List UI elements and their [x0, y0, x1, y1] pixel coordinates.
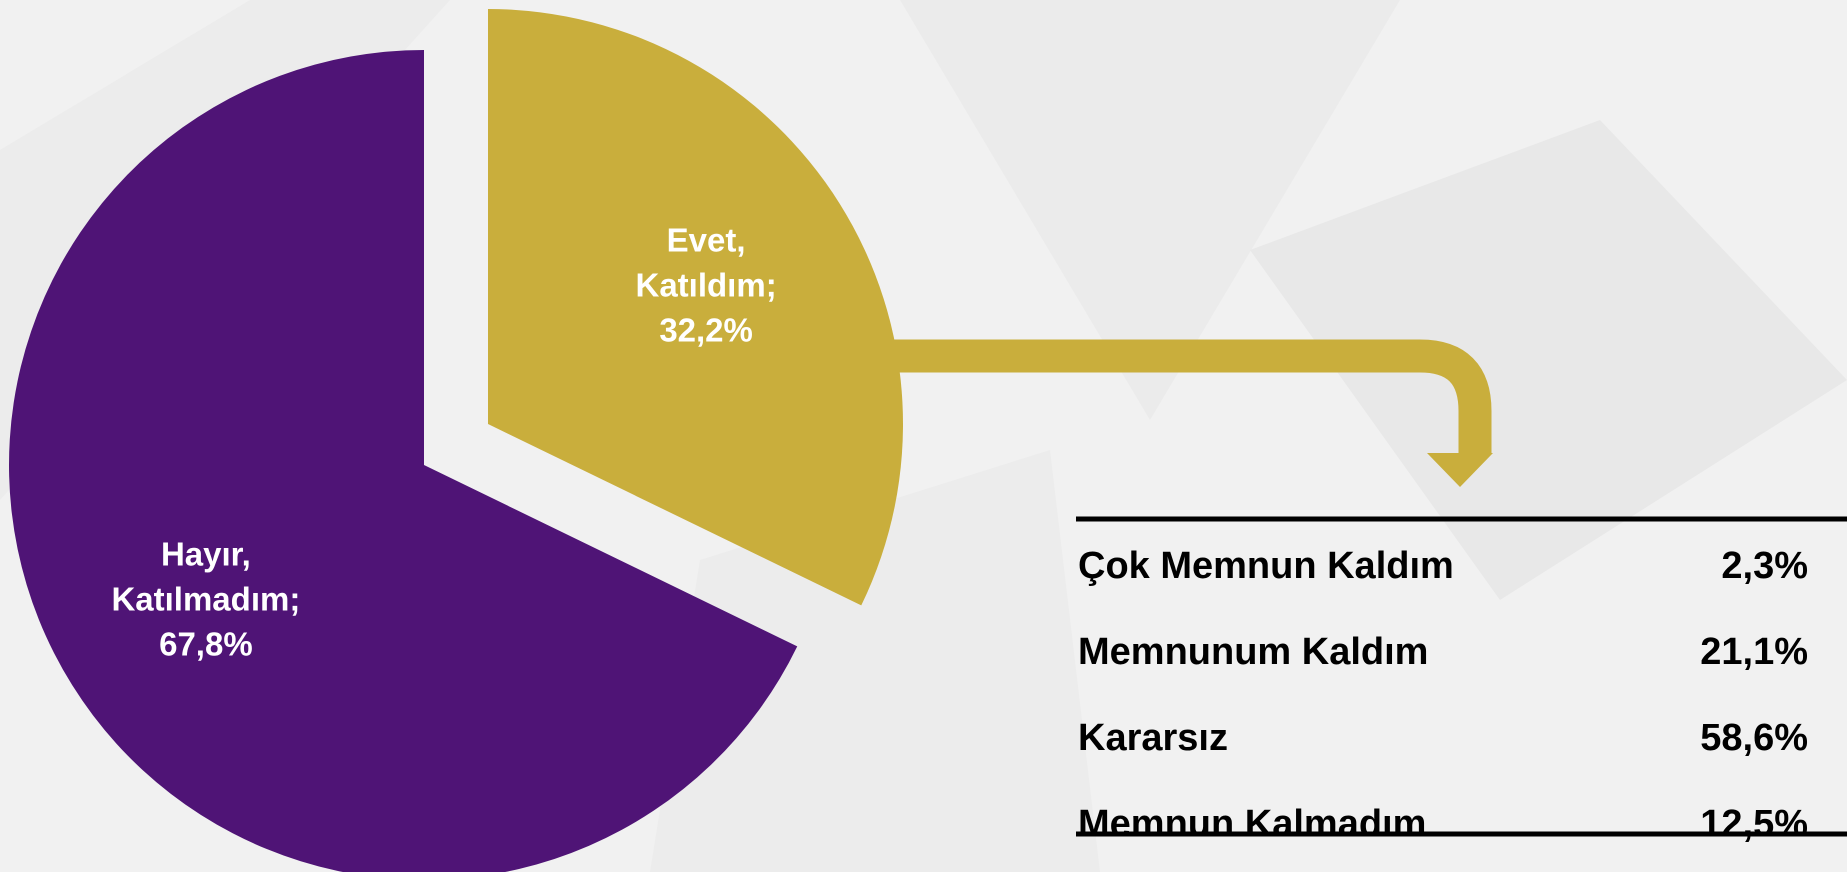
pie-slice — [488, 9, 903, 606]
slice-label-separator: ; — [766, 266, 777, 303]
slice-label: Hayır, Katılmadım; 67,8% — [111, 535, 300, 662]
row-label: Çok Memnun Kaldım — [1078, 545, 1454, 587]
pie-slice — [9, 50, 798, 872]
row-label: Kararsız — [1078, 717, 1228, 759]
arrow-band — [880, 339, 1492, 453]
background-shape — [1250, 120, 1847, 600]
slice-label-name: Hayır, — [161, 535, 251, 572]
pie: Evet, Katıldım; 32,2% Hayır, Katılmadım; 67,8… — [9, 9, 903, 872]
row-value: 21,1% — [1700, 631, 1808, 673]
row-value: 58,6% — [1700, 717, 1808, 759]
slice-label: Evet, Katıldım; 32,2% — [636, 221, 777, 348]
slice-label-name: Katıldım — [636, 266, 766, 303]
slice-label-value: 32,2% — [659, 311, 753, 348]
slice-label-name: Katılmadım — [111, 580, 289, 617]
row-value: 2,3% — [1721, 545, 1808, 587]
slice-label-value: 67,8% — [159, 625, 253, 662]
arrow-head — [1427, 453, 1493, 487]
row-label: Memnunum Kaldım — [1078, 631, 1428, 673]
connector-arrow — [880, 339, 1493, 487]
table: Çok Memnun Kaldım 2,3% Memnunum Kaldım 21,1… — [1076, 516, 1847, 845]
row-value: 12,5% — [1700, 803, 1808, 845]
row-label: Memnun Kalmadım — [1078, 803, 1426, 845]
background-shape — [900, 0, 1400, 420]
slice-label-name: Evet, — [667, 221, 746, 258]
slice-label-separator: ; — [289, 580, 300, 617]
